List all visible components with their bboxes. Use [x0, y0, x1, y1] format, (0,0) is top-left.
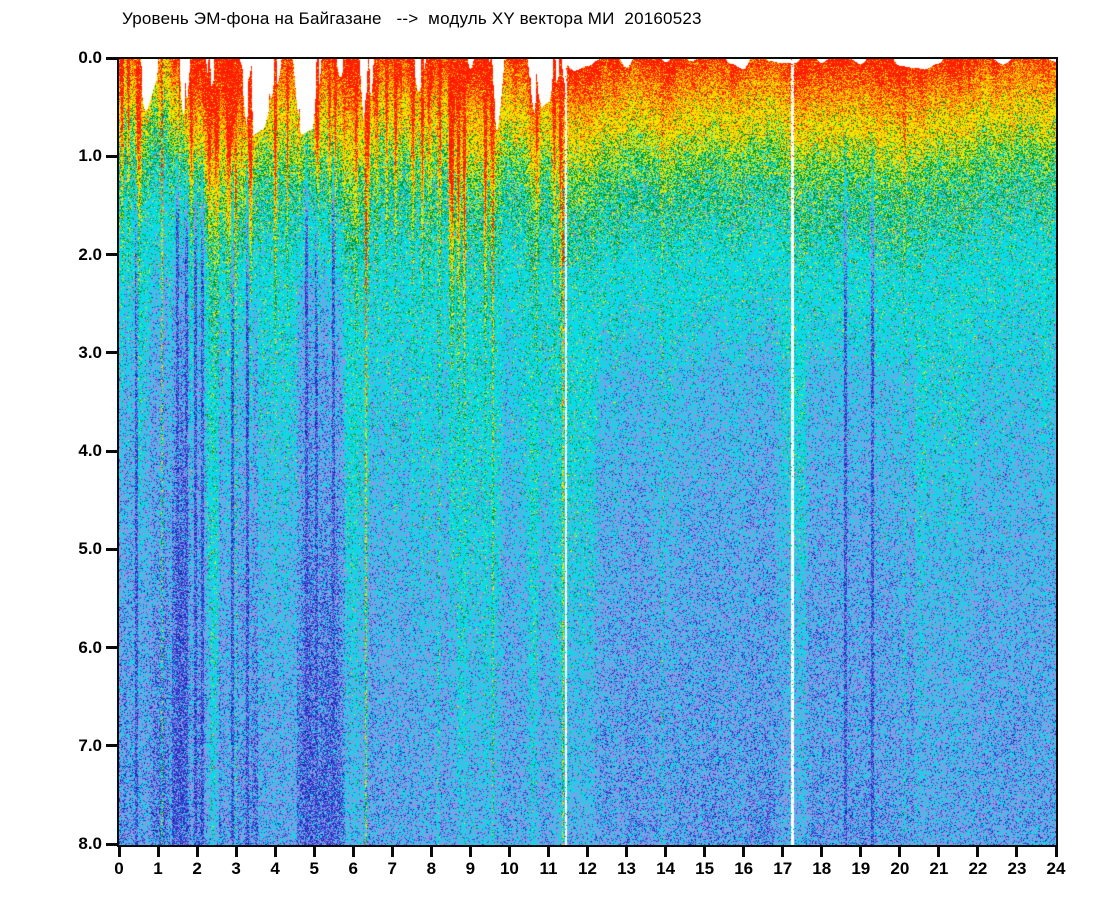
x-axis-tick: [507, 847, 511, 857]
x-axis-tick: [1015, 847, 1019, 857]
x-axis-tick: [390, 847, 394, 857]
x-tick-label: 2: [192, 859, 202, 878]
x-tick-label: 5: [309, 859, 319, 878]
x-axis-tick: [546, 847, 550, 857]
y-axis-tick: [106, 842, 117, 846]
x-axis-tick: [742, 847, 746, 857]
x-tick-label: 19: [851, 859, 871, 878]
y-axis-tick: [106, 154, 117, 158]
x-tick-label: 22: [968, 859, 988, 878]
x-axis-tick: [898, 847, 902, 857]
y-tick-label: 7.0: [78, 735, 102, 755]
x-axis-tick: [625, 847, 629, 857]
x-tick-label: 14: [656, 859, 676, 878]
x-tick-label: 15: [695, 859, 715, 878]
x-axis-tick: [312, 847, 316, 857]
y-tick-label: 8.0: [78, 834, 102, 853]
x-tick-label: 7: [387, 859, 398, 878]
x-tick-label: 24: [1046, 859, 1066, 878]
chart-title: Уровень ЭМ-фона на Байгазане --> модуль …: [122, 9, 702, 28]
y-tick-label: 5.0: [78, 539, 102, 559]
y-axis-tick: [106, 646, 117, 649]
x-tick-label: 8: [426, 859, 437, 878]
y-axis-tick: [106, 351, 117, 355]
x-axis-tick: [703, 847, 707, 857]
x-tick-label: 11: [539, 859, 558, 878]
x-axis-tick: [273, 847, 277, 857]
x-axis-tick: [429, 847, 433, 857]
x-tick-label: 16: [734, 859, 754, 878]
x-tick-label: 20: [890, 859, 910, 878]
x-tick-label: 13: [617, 859, 636, 878]
plot-area: [117, 57, 1058, 847]
y-tick-label: 6.0: [78, 637, 102, 657]
x-axis-tick: [820, 847, 824, 857]
x-tick-label: 17: [773, 859, 793, 878]
y-axis-tick: [106, 547, 117, 551]
x-axis-tick: [937, 847, 941, 857]
x-axis-tick: [976, 847, 980, 857]
x-tick-label: 21: [929, 859, 949, 878]
y-axis-tick: [106, 449, 117, 453]
y-axis-tick: [106, 744, 117, 748]
x-axis-tick: [234, 847, 238, 857]
x-axis-tick: [117, 847, 121, 857]
x-axis-tick: [586, 847, 589, 857]
x-tick-label: 4: [270, 859, 280, 878]
spectrogram-canvas: [119, 59, 1056, 845]
y-tick-label: 1.0: [78, 146, 102, 166]
x-tick-label: 23: [1007, 859, 1027, 878]
x-tick-label: 1: [153, 859, 163, 878]
x-axis-tick: [468, 847, 472, 857]
y-axis-tick: [106, 253, 117, 256]
y-tick-label: 3.0: [78, 342, 102, 362]
x-axis-tick: [781, 847, 785, 857]
y-tick-label: 0.0: [78, 48, 102, 67]
x-tick-label: 18: [812, 859, 832, 878]
x-axis-tick: [664, 847, 668, 857]
x-tick-label: 3: [231, 859, 241, 878]
x-tick-label: 12: [578, 859, 597, 878]
x-axis-tick: [1054, 847, 1058, 857]
x-axis-tick: [351, 847, 355, 857]
y-tick-label: 2.0: [78, 244, 102, 264]
x-axis-tick: [859, 847, 863, 857]
x-tick-label: 9: [465, 859, 476, 878]
x-tick-label: 10: [499, 859, 519, 878]
x-tick-label: 6: [348, 859, 358, 878]
x-tick-label: 0: [114, 859, 124, 878]
y-axis-tick: [106, 56, 117, 60]
x-axis-tick: [195, 847, 199, 857]
x-axis-tick: [156, 847, 160, 857]
y-tick-label: 4.0: [78, 441, 102, 460]
